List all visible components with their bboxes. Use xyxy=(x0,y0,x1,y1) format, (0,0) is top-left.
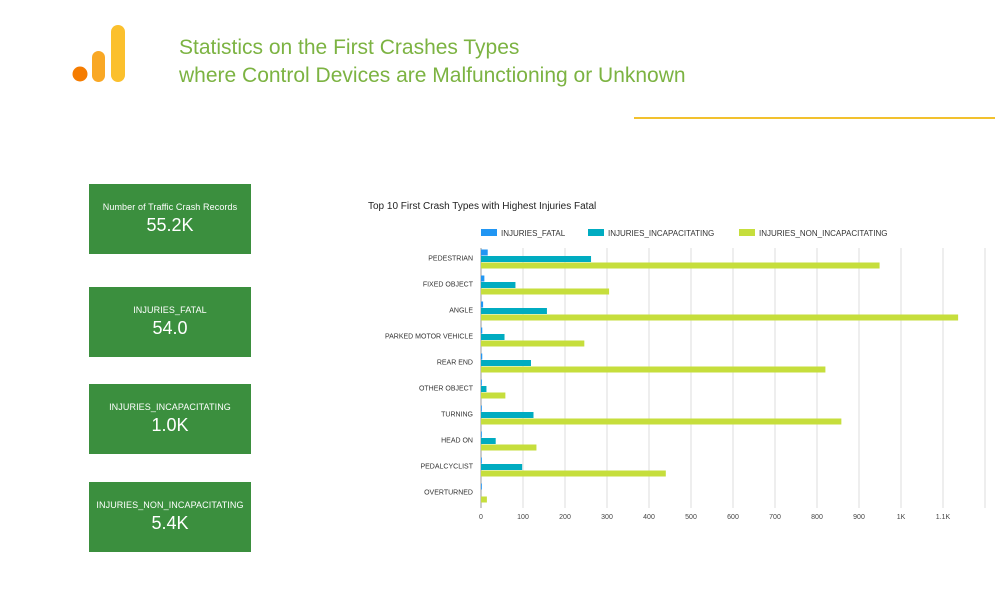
x-tick-label: 200 xyxy=(559,514,571,521)
kpi-card-injuries-fatal[interactable]: INJURIES_FATAL 54.0 xyxy=(89,287,251,357)
x-tick-label: 700 xyxy=(769,514,781,521)
bar xyxy=(481,418,842,425)
bar xyxy=(481,275,485,282)
kpi-card-injuries-non-incapacitating[interactable]: INJURIES_NON_INCAPACITATING 5.4K xyxy=(89,482,251,552)
category-label: PEDALCYCLIST xyxy=(420,464,473,471)
x-tick-label: 800 xyxy=(811,514,823,521)
bar xyxy=(481,301,484,308)
logo-dot xyxy=(72,66,88,82)
legend-swatch xyxy=(481,229,497,236)
bar xyxy=(481,314,959,321)
bar xyxy=(481,444,537,451)
bar xyxy=(481,353,483,360)
bar xyxy=(481,288,610,295)
kpi-label: INJURIES_FATAL xyxy=(133,305,207,315)
header-divider xyxy=(634,117,995,119)
bar xyxy=(481,249,488,256)
x-tick-label: 400 xyxy=(643,514,655,521)
bar xyxy=(481,392,506,399)
category-label: TURNING xyxy=(441,412,473,419)
legend-swatch xyxy=(739,229,755,236)
category-label: ANGLE xyxy=(449,308,473,315)
kpi-label: INJURIES_NON_INCAPACITATING xyxy=(96,500,244,510)
bar xyxy=(481,483,482,490)
category-label: PEDESTRIAN xyxy=(428,256,473,263)
bar xyxy=(481,340,585,347)
legend-label: INJURIES_NON_INCAPACITATING xyxy=(759,229,887,238)
bar xyxy=(481,438,496,444)
category-label: REAR END xyxy=(437,360,473,367)
kpi-value: 1.0K xyxy=(151,415,189,435)
bar xyxy=(481,366,826,373)
bar xyxy=(481,464,523,470)
page-title-line-2: where Control Devices are Malfunctioning… xyxy=(179,64,686,87)
bar xyxy=(481,360,531,366)
bar xyxy=(481,405,482,412)
bar xyxy=(481,457,482,464)
bar xyxy=(481,496,487,503)
bar xyxy=(481,386,487,392)
x-tick-label: 900 xyxy=(853,514,865,521)
kpi-card-injuries-incapacitating[interactable]: INJURIES_INCAPACITATING 1.0K xyxy=(89,384,251,454)
bar xyxy=(481,327,483,334)
logo-bar-mid xyxy=(92,51,105,82)
bar xyxy=(481,431,482,438)
legend-label: INJURIES_INCAPACITATING xyxy=(608,229,714,238)
bar xyxy=(481,334,505,340)
x-tick-label: 100 xyxy=(517,514,529,521)
bar xyxy=(481,282,516,288)
category-label: OVERTURNED xyxy=(424,490,473,497)
logo-bar-tall xyxy=(111,25,125,82)
x-tick-label: 600 xyxy=(727,514,739,521)
category-label: FIXED OBJECT xyxy=(423,282,474,289)
x-tick-label: 0 xyxy=(479,514,483,521)
x-tick-label: 500 xyxy=(685,514,697,521)
kpi-card-crash-records[interactable]: Number of Traffic Crash Records 55.2K xyxy=(89,184,251,254)
page-title: Statistics on the First Crashes Types wh… xyxy=(179,34,686,90)
x-tick-label: 1.1K xyxy=(936,514,951,521)
bar xyxy=(481,412,534,418)
kpi-value: 55.2K xyxy=(146,215,194,235)
bar xyxy=(481,379,482,386)
bar xyxy=(481,256,592,262)
legend-label: INJURIES_FATAL xyxy=(501,229,566,238)
bar xyxy=(481,308,547,314)
page-title-line-1: Statistics on the First Crashes Types xyxy=(179,36,520,59)
category-label: PARKED MOTOR VEHICLE xyxy=(385,334,473,341)
chart-title: Top 10 First Crash Types with Highest In… xyxy=(368,201,596,212)
kpi-value: 5.4K xyxy=(151,513,189,533)
bar-chart-logo-icon xyxy=(72,25,125,82)
kpi-value: 54.0 xyxy=(152,318,188,338)
kpi-label: INJURIES_INCAPACITATING xyxy=(109,402,231,412)
x-tick-label: 300 xyxy=(601,514,613,521)
category-label: HEAD ON xyxy=(441,438,473,445)
bar xyxy=(481,470,666,477)
x-tick-label: 1K xyxy=(897,514,906,521)
bar xyxy=(481,262,880,269)
category-label: OTHER OBJECT xyxy=(419,386,474,393)
legend-swatch xyxy=(588,229,604,236)
kpi-label: Number of Traffic Crash Records xyxy=(102,202,238,212)
